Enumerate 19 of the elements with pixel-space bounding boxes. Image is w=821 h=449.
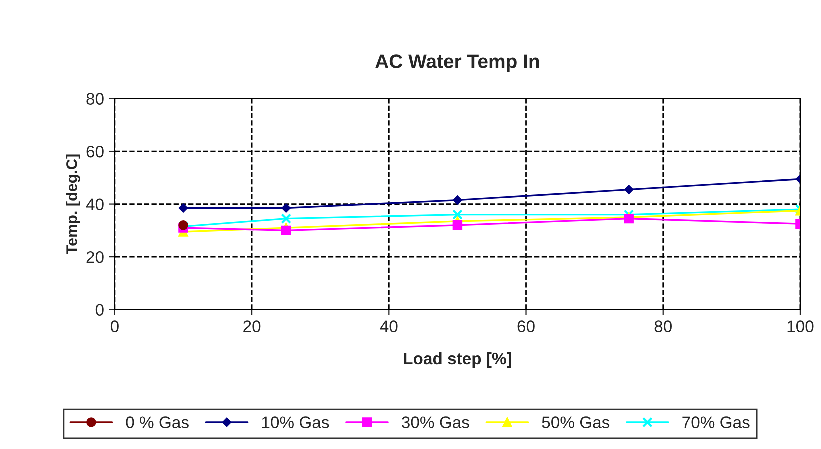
legend-label: 30% Gas bbox=[402, 416, 470, 428]
y-tick-label: 20 bbox=[86, 251, 104, 264]
chart-title: AC Water Temp In bbox=[376, 54, 540, 72]
y-tick-label: 80 bbox=[86, 93, 104, 105]
y-tick-label: 0 bbox=[96, 304, 104, 316]
y-tick-label: 60 bbox=[86, 146, 104, 158]
legend-label: 10% Gas bbox=[262, 416, 330, 428]
y-axis-title: Temp. [deg.C] bbox=[66, 154, 80, 254]
x-tick-label: 80 bbox=[654, 320, 672, 332]
x-tick-label: 40 bbox=[380, 320, 398, 332]
x-tick-label: 100 bbox=[788, 320, 814, 332]
x-axis-title: Load step [%] bbox=[404, 352, 512, 368]
x-tick-label: 0 bbox=[110, 320, 119, 332]
y-tick-label: 40 bbox=[86, 198, 104, 210]
x-tick-label: 60 bbox=[518, 320, 535, 332]
legend-label: 70% Gas bbox=[682, 416, 750, 428]
legend-label: 50% Gas bbox=[542, 416, 610, 428]
legend-label: 0 % Gas bbox=[126, 416, 189, 428]
x-tick-label: 20 bbox=[244, 320, 261, 332]
